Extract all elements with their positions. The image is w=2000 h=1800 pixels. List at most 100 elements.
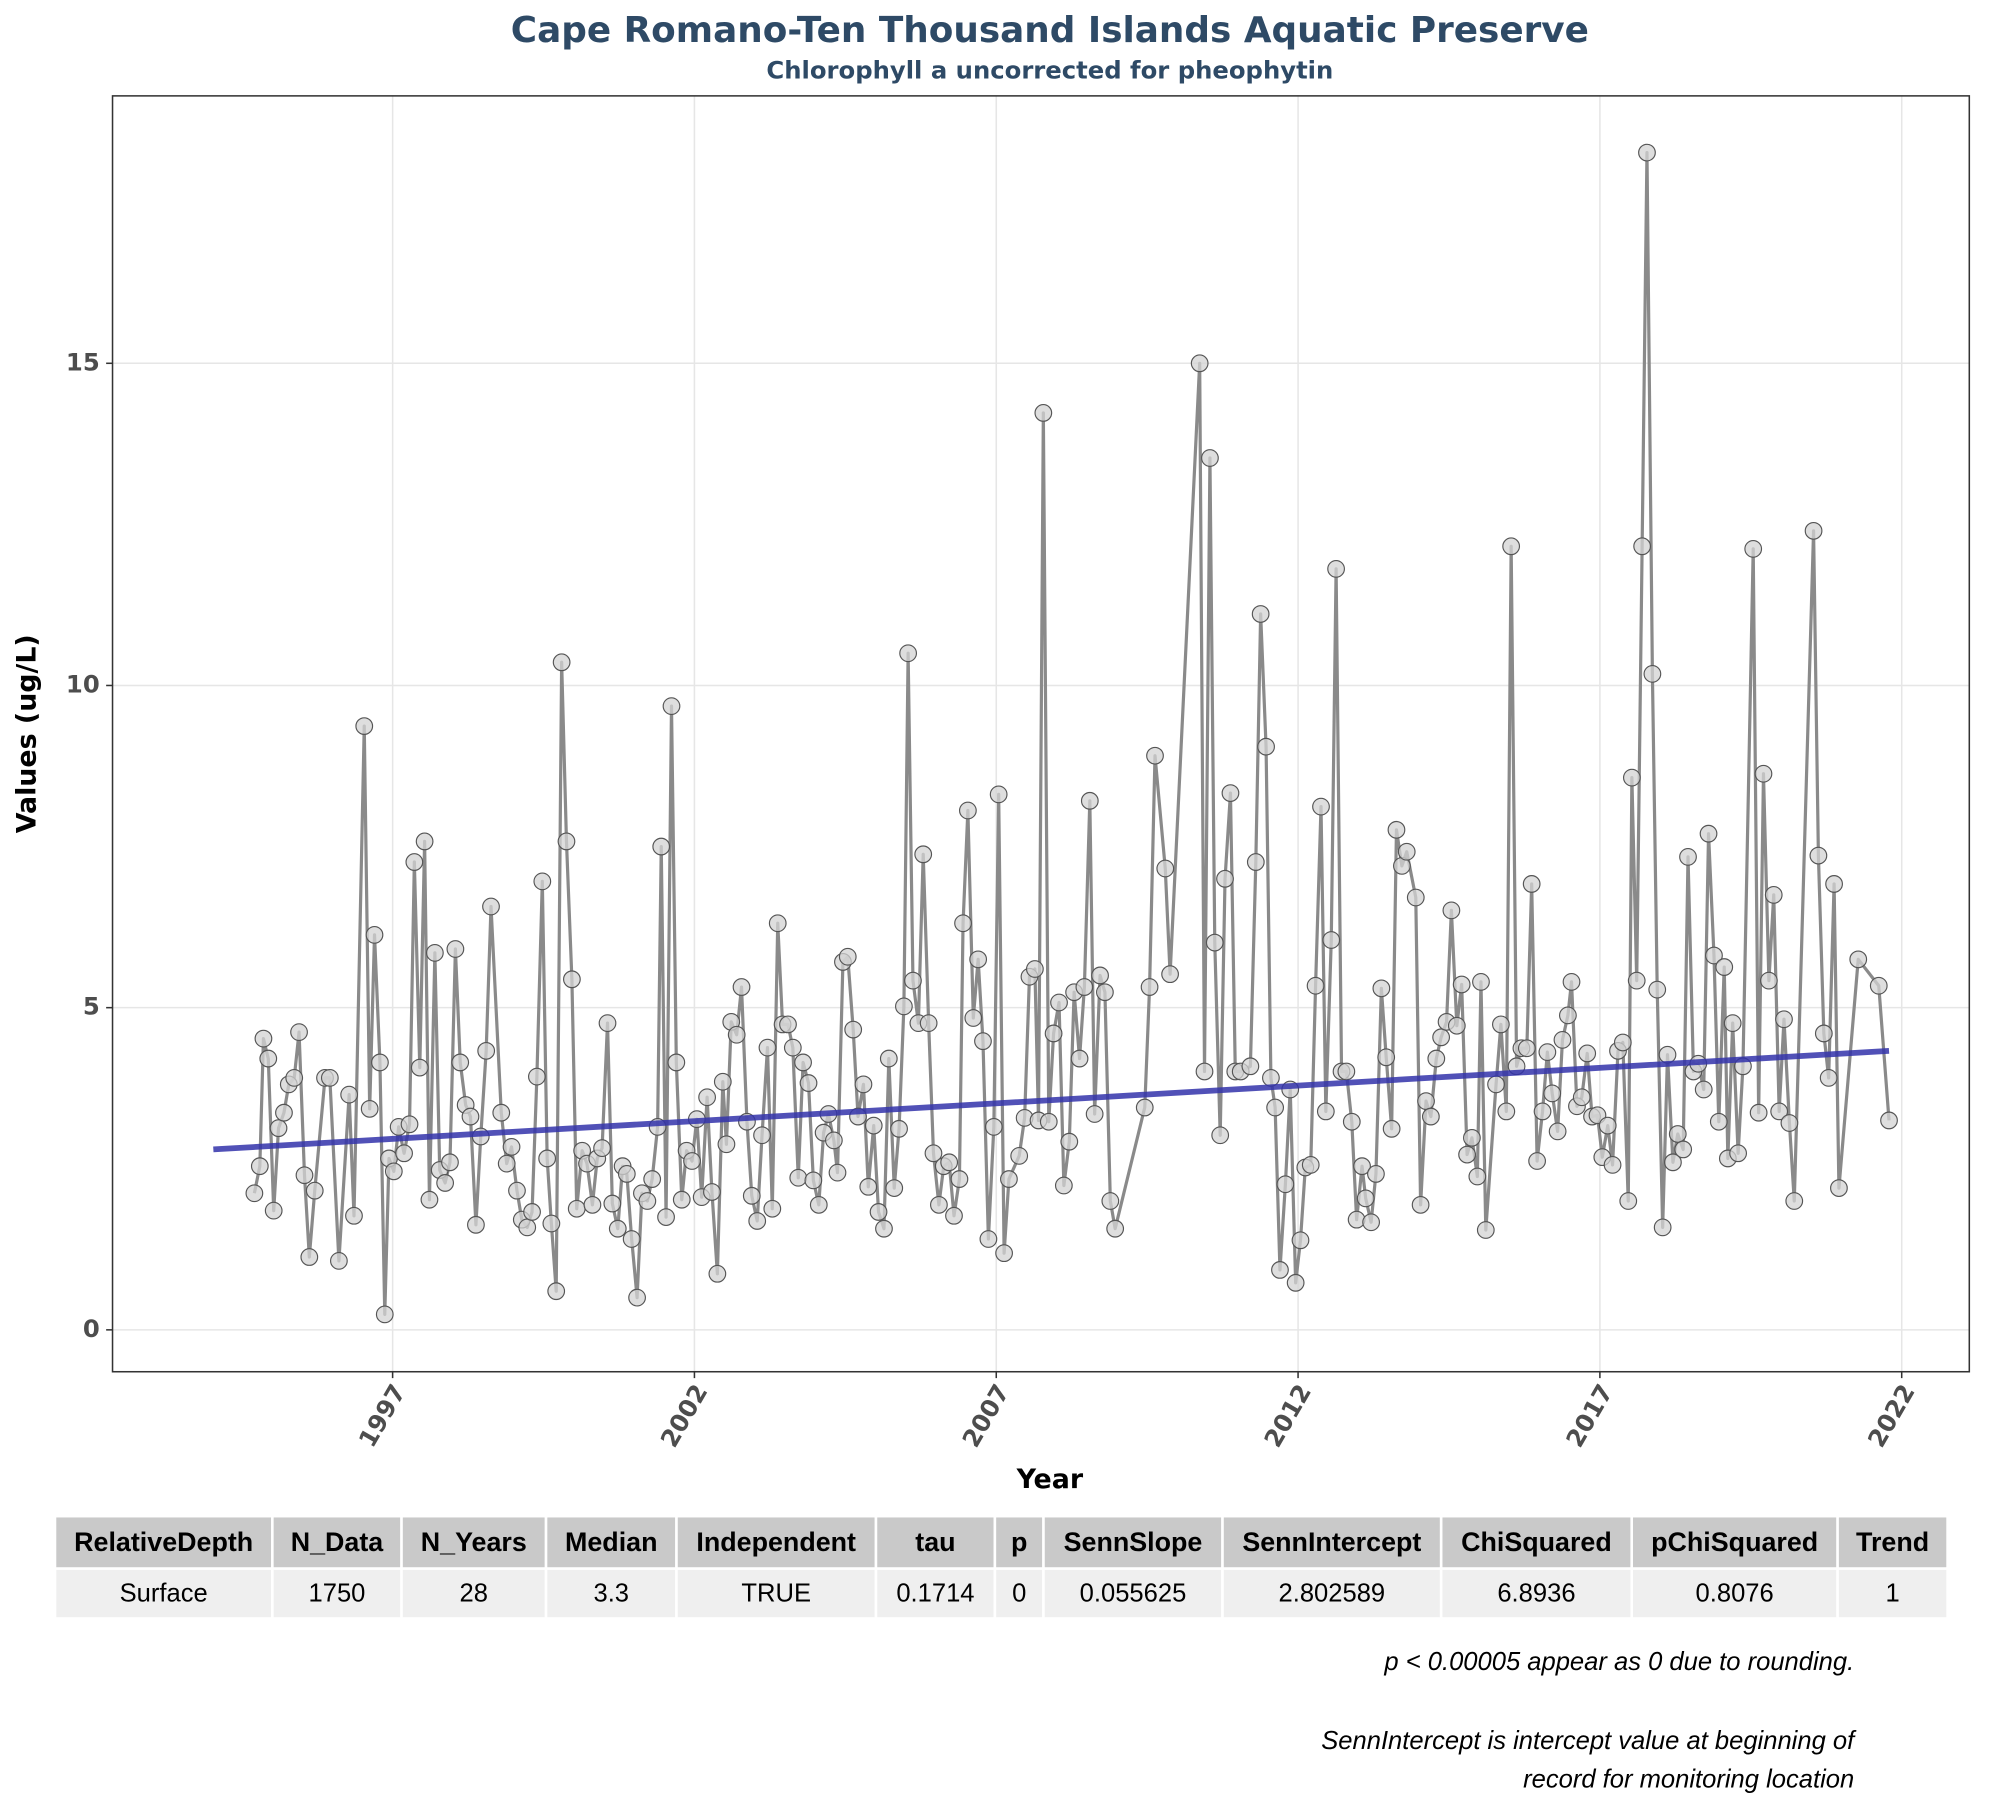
data-point xyxy=(969,950,988,969)
data-point xyxy=(345,1206,363,1225)
data-point xyxy=(799,1074,818,1092)
header-text: Independent xyxy=(696,1527,856,1557)
header-text: ChiSquared xyxy=(1461,1527,1612,1557)
x-axis-title: Year xyxy=(1016,1464,1084,1495)
footnote: record for monitoring location xyxy=(1523,1766,1854,1794)
data-point xyxy=(1010,1146,1029,1165)
footnote: SennIntercept is intercept value at begi… xyxy=(1321,1727,1857,1755)
header-text: N_Data xyxy=(291,1527,385,1557)
data-point xyxy=(859,1177,878,1196)
data-point xyxy=(477,1041,496,1060)
data-point xyxy=(1553,1030,1572,1049)
data-point xyxy=(523,1203,541,1221)
table-cell xyxy=(271,1567,403,1620)
data-point xyxy=(844,1020,863,1039)
data-point xyxy=(1694,1080,1713,1099)
data-point xyxy=(1603,1156,1622,1174)
data-point xyxy=(1458,1145,1476,1164)
data-point xyxy=(1497,1102,1516,1121)
data-point xyxy=(1674,1140,1693,1159)
data-point xyxy=(1619,1192,1638,1210)
data-point xyxy=(1060,1132,1079,1151)
data-point xyxy=(657,1208,675,1226)
data-point xyxy=(305,1181,324,1200)
data-point xyxy=(1342,1112,1361,1131)
data-point xyxy=(250,1157,269,1176)
data-point xyxy=(828,1163,847,1182)
data-point xyxy=(467,1215,485,1234)
plot-area xyxy=(213,143,1898,1324)
data-point xyxy=(1622,768,1641,787)
data-point xyxy=(1135,1098,1154,1117)
header-cell xyxy=(1042,1514,1224,1570)
data-point xyxy=(643,1170,662,1188)
data-point xyxy=(245,1184,264,1203)
data-point xyxy=(1106,1219,1125,1238)
data-point xyxy=(1548,1122,1567,1141)
data-point xyxy=(1246,853,1265,871)
data-point xyxy=(1880,1111,1898,1130)
data-point xyxy=(768,914,787,933)
data-point xyxy=(355,717,374,735)
header-text: p xyxy=(1011,1527,1027,1557)
data-point xyxy=(1814,1024,1833,1043)
data-point xyxy=(995,1244,1013,1263)
cell-text: 0 xyxy=(1012,1580,1026,1608)
chart-title: Cape Romano-Ten Thousand Islands Aquatic… xyxy=(511,10,1589,51)
cell-text: 3.3 xyxy=(593,1580,629,1608)
data-point xyxy=(583,1195,602,1214)
data-point xyxy=(1190,354,1209,373)
data-point xyxy=(683,1152,701,1170)
data-point xyxy=(1476,1221,1495,1239)
data-point xyxy=(1312,797,1330,816)
data-point xyxy=(425,944,444,962)
header-text: SennIntercept xyxy=(1242,1527,1421,1557)
data-point xyxy=(1463,1128,1481,1147)
data-point xyxy=(864,1116,883,1135)
table-cell xyxy=(1042,1567,1224,1620)
data-point xyxy=(924,1144,943,1163)
data-point xyxy=(340,1085,359,1104)
data-point xyxy=(527,1067,546,1086)
data-point xyxy=(885,1179,904,1197)
data-point xyxy=(1627,971,1646,990)
data-point xyxy=(1322,931,1341,949)
data-point xyxy=(1754,764,1773,783)
table-cell xyxy=(993,1567,1045,1620)
data-point xyxy=(1452,975,1471,994)
data-point xyxy=(436,1174,455,1192)
data-point xyxy=(598,1014,617,1033)
data-point xyxy=(1775,1010,1793,1029)
data-point xyxy=(1653,1218,1672,1237)
data-point xyxy=(1638,143,1656,162)
data-point xyxy=(989,785,1008,804)
data-point xyxy=(1085,1105,1104,1123)
stats-table: RelativeDepth N_Data N_Years Median Independ… xyxy=(53,1514,1949,1620)
data-point xyxy=(1241,1057,1260,1076)
data-point xyxy=(285,1069,304,1087)
data-point xyxy=(1830,1179,1848,1197)
data-point xyxy=(1025,960,1044,978)
data-point xyxy=(964,1009,983,1027)
data-point xyxy=(1643,664,1662,683)
data-point xyxy=(300,1248,319,1266)
data-point xyxy=(779,1015,797,1034)
data-point xyxy=(1291,1231,1310,1250)
data-point xyxy=(1347,1210,1366,1229)
data-point xyxy=(518,1218,537,1237)
data-point xyxy=(1411,1195,1430,1214)
data-point xyxy=(854,1075,873,1094)
data-point xyxy=(875,1219,893,1238)
cell-text: Surface xyxy=(120,1580,208,1608)
data-point xyxy=(259,1049,278,1068)
data-point xyxy=(1054,1176,1073,1195)
data-point xyxy=(371,1053,389,1072)
data-point xyxy=(1705,946,1723,965)
data-point xyxy=(295,1166,314,1185)
data-point xyxy=(1578,1044,1597,1063)
data-point xyxy=(1101,1192,1120,1210)
data-point xyxy=(1744,539,1763,558)
data-point xyxy=(1468,1167,1487,1186)
header-cell xyxy=(1439,1514,1633,1570)
data-point xyxy=(461,1107,480,1126)
